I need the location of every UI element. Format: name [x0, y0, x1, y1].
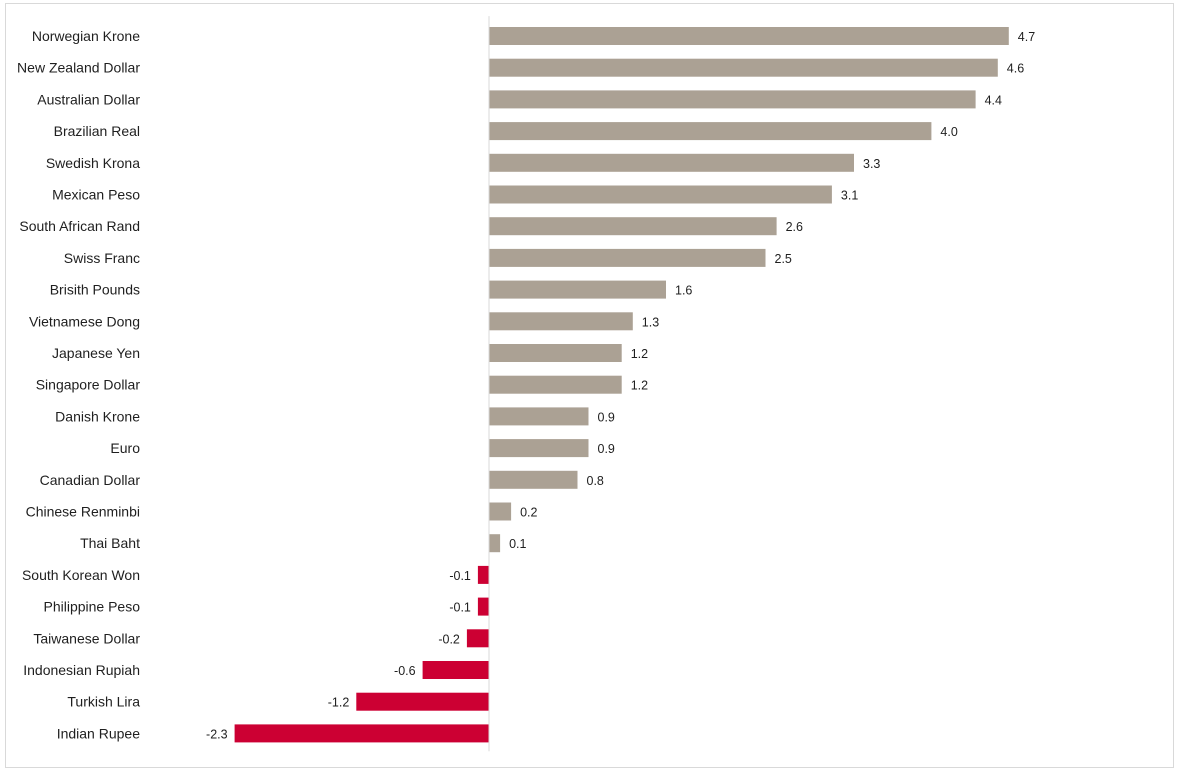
category-label: Brisith Pounds [50, 282, 140, 298]
category-label: Euro [110, 440, 140, 456]
value-label: 4.4 [985, 93, 1002, 107]
bar [356, 692, 489, 711]
bar [489, 153, 854, 172]
bar [489, 439, 589, 458]
value-label: -1.2 [328, 696, 350, 710]
value-label: 3.3 [863, 157, 880, 171]
category-label: South African Rand [19, 218, 140, 234]
category-label: Mexican Peso [52, 187, 140, 203]
bar [489, 470, 578, 489]
value-label: 0.2 [520, 506, 537, 520]
value-label: -0.1 [449, 569, 471, 583]
value-label: 0.9 [598, 442, 615, 456]
category-label: Turkish Lira [67, 694, 140, 710]
bar [489, 217, 777, 236]
value-label: 0.9 [598, 410, 615, 424]
category-label: Norwegian Krone [32, 28, 140, 44]
value-label: 1.2 [631, 347, 648, 361]
bar [489, 185, 832, 204]
bar [489, 122, 932, 141]
bar [422, 661, 489, 679]
value-label: 2.6 [786, 220, 803, 234]
value-label: 2.5 [775, 252, 792, 266]
bar [234, 724, 489, 743]
category-label: Taiwanese Dollar [33, 630, 140, 646]
category-label: South Korean Won [22, 567, 140, 583]
value-label: 3.1 [841, 189, 858, 203]
bar [489, 248, 766, 267]
value-label: 0.1 [509, 537, 526, 551]
category-label: Swedish Krona [46, 155, 140, 171]
value-label: 4.6 [1007, 62, 1024, 76]
bar [489, 407, 589, 426]
category-label: Indian Rupee [57, 725, 141, 741]
bar [489, 344, 622, 362]
bar [489, 90, 976, 109]
bar [489, 375, 622, 394]
value-label: -0.2 [438, 632, 460, 646]
category-label: Indonesian Rupiah [23, 662, 140, 678]
category-label: Chinese Renminbi [26, 504, 140, 520]
bar [489, 312, 633, 331]
category-label: Philippine Peso [43, 599, 140, 615]
value-label: -2.3 [206, 727, 228, 741]
category-label: Danish Krone [55, 408, 140, 424]
bar [489, 27, 1009, 45]
category-label: Japanese Yen [52, 345, 140, 361]
value-label: -0.1 [449, 601, 471, 615]
category-label: New Zealand Dollar [17, 60, 140, 76]
value-label: 1.2 [631, 379, 648, 393]
category-label: Australian Dollar [37, 91, 140, 107]
bar [489, 58, 998, 77]
value-label: 0.8 [587, 474, 604, 488]
bar [489, 280, 666, 299]
category-label: Brazilian Real [54, 123, 140, 139]
bar [489, 534, 501, 553]
bar [477, 565, 489, 584]
category-label: Swiss Franc [64, 250, 140, 266]
category-label: Thai Baht [80, 535, 140, 551]
value-label: -0.6 [394, 664, 416, 678]
value-label: 1.6 [675, 284, 692, 298]
category-label: Canadian Dollar [40, 472, 141, 488]
value-label: 4.0 [940, 125, 957, 139]
category-label: Vietnamese Dong [29, 313, 140, 329]
bar [477, 597, 489, 616]
bar [489, 502, 512, 521]
category-label: Singapore Dollar [36, 377, 141, 393]
bar [466, 629, 489, 648]
value-label: 1.3 [642, 315, 659, 329]
value-label: 4.7 [1018, 30, 1035, 44]
